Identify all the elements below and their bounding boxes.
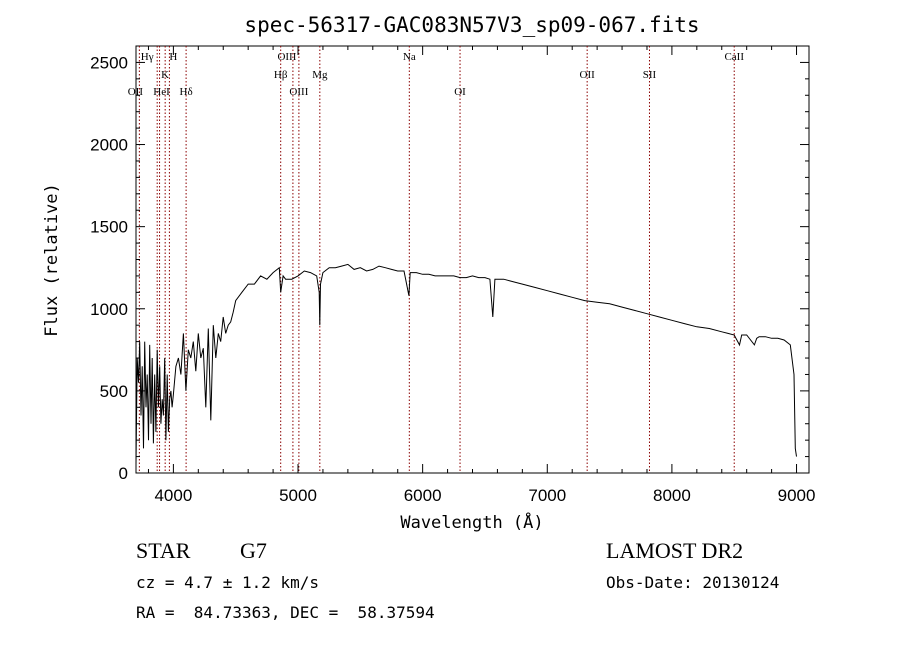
y-tick-label: 2000 xyxy=(90,136,128,155)
line-label: OIII xyxy=(277,51,296,63)
plot-frame xyxy=(135,45,810,474)
line-label: OII xyxy=(580,69,596,81)
coordinates: RA = 84.73363, DEC = 58.37594 xyxy=(136,603,435,622)
line-label: Mg xyxy=(312,69,328,81)
x-tick-label: 7000 xyxy=(528,486,566,505)
spectrum-line xyxy=(135,263,797,465)
x-tick-label: 4000 xyxy=(154,486,192,505)
line-label: Hγ xyxy=(141,51,154,63)
y-tick-label: 0 xyxy=(119,464,128,483)
spectrum-series xyxy=(135,263,797,465)
axis-ticks: 4000 5000 6000 7000 8000 9000 0 500 1000 1500 2000… xyxy=(90,46,815,505)
chart-title: spec-56317-GAC083N57V3_sp09-067.fits xyxy=(244,13,699,37)
line-label: Na xyxy=(403,51,416,63)
x-tick-label: 6000 xyxy=(404,486,442,505)
line-label: CaII xyxy=(724,51,744,63)
line-label: H xyxy=(169,51,177,63)
object-subclass: G7 xyxy=(240,538,267,563)
line-label: OI xyxy=(454,86,466,98)
line-label: K xyxy=(161,69,169,81)
line-label: SII xyxy=(643,69,657,81)
x-tick-label: 8000 xyxy=(653,486,691,505)
line-label: OII xyxy=(128,86,144,98)
y-tick-label: 2500 xyxy=(90,53,128,72)
line-label: Hδ xyxy=(180,86,193,98)
object-type: STAR xyxy=(136,538,191,563)
line-label: OIII xyxy=(289,86,308,98)
survey-name: LAMOST DR2 xyxy=(606,538,744,563)
redshift-cz: cz = 4.7 ± 1.2 km/s xyxy=(136,573,320,592)
x-tick-label: 5000 xyxy=(279,486,317,505)
x-tick-label: 9000 xyxy=(778,486,816,505)
y-tick-label: 1500 xyxy=(90,218,128,237)
line-label: HeI xyxy=(153,86,170,98)
y-tick-label: 1000 xyxy=(90,300,128,319)
line-label: Hβ xyxy=(274,69,288,81)
observation-date: Obs-Date: 20130124 xyxy=(606,573,780,592)
y-axis-label: Flux (relative) xyxy=(42,183,62,337)
y-tick-label: 500 xyxy=(100,382,128,401)
x-axis-label: Wavelength (Å) xyxy=(400,511,543,533)
